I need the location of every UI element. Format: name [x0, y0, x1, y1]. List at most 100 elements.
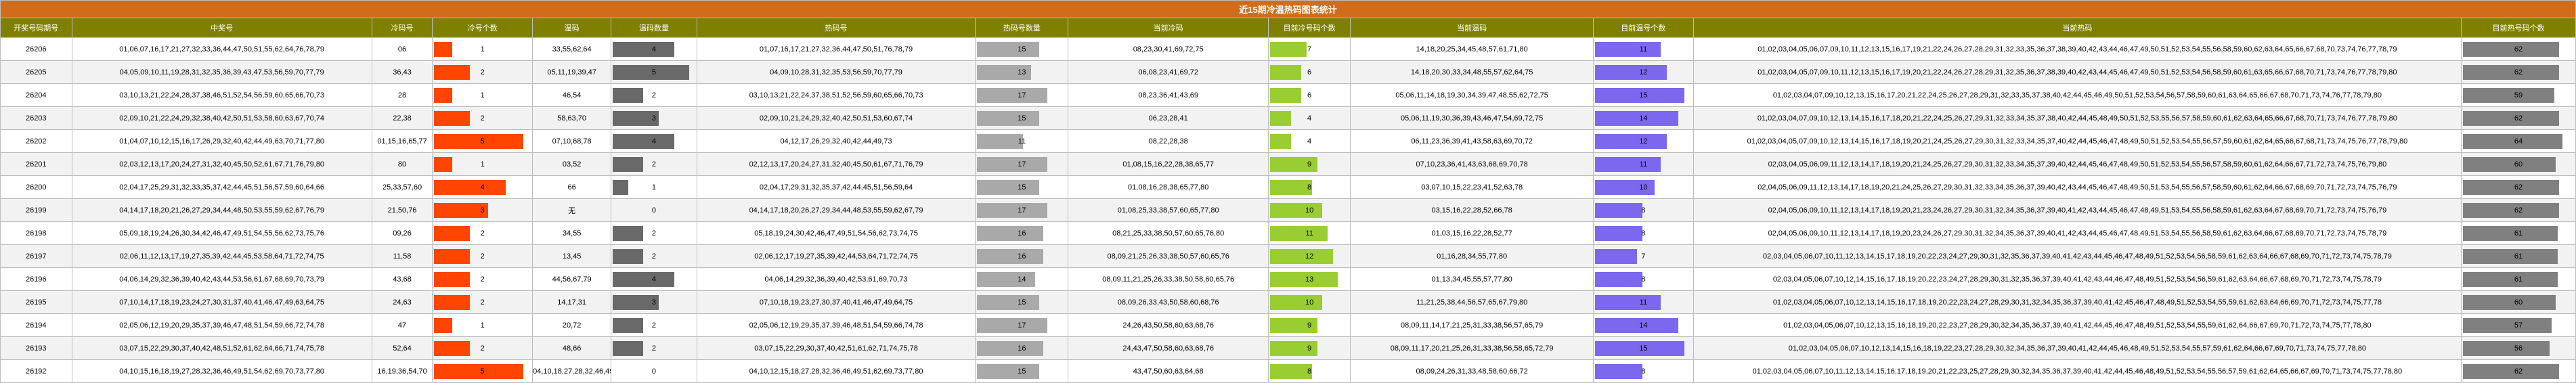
count-bar — [1269, 110, 1291, 126]
cell-cur-cold-n: 9 — [1267, 336, 1351, 360]
cell-warm: 04,10,18,27,28,32,46,49,51,62,69,73,77,8… — [532, 359, 612, 383]
column-header: 热码号 — [696, 18, 976, 38]
cell-cur-hot: 02,03,04,05,06,07,10,11,12,13,14,15,17,1… — [1693, 244, 2462, 268]
count-bar — [977, 248, 1044, 264]
cell-issue: 26198 — [0, 221, 72, 245]
cell-hot-n: 15 — [975, 359, 1069, 383]
count-bar — [434, 179, 506, 195]
cell-warm-n: 0 — [611, 359, 697, 383]
count-value: 62 — [2514, 114, 2523, 122]
count-bar — [2463, 363, 2560, 379]
count-bar — [2463, 202, 2560, 218]
count-bar — [613, 248, 644, 264]
table-row: 26205 04,05,09,10,11,19,28,31,32,35,36,39… — [0, 60, 2576, 84]
cell-warm-n: 2 — [611, 83, 697, 107]
cell-warm: 03,52 — [532, 152, 612, 176]
count-bar — [1595, 340, 1685, 356]
cell-cold: 11,58 — [371, 244, 433, 268]
count-bar — [2463, 248, 2558, 264]
count-value: 10 — [1305, 298, 1314, 307]
count-bar — [1595, 225, 1643, 241]
cell-cur-warm-n: 8 — [1593, 359, 1694, 383]
cell-hot-n: 16 — [975, 336, 1069, 360]
count-value: 1 — [480, 91, 485, 99]
count-bar — [977, 294, 1040, 310]
table-row: 26196 04,06,14,29,32,36,39,40,42,43,44,53… — [0, 267, 2576, 291]
table-row: 26200 02,04,17,25,29,31,32,33,35,37,42,44… — [0, 175, 2576, 199]
cell-cur-warm-n: 14 — [1593, 106, 1694, 130]
cell-cur-warm-n: 15 — [1593, 83, 1694, 107]
cell-hot: 01,07,16,17,21,27,32,36,44,47,50,51,76,7… — [696, 37, 976, 61]
count-value: 64 — [2514, 137, 2523, 145]
table-row: 26202 01,04,07,10,12,15,16,17,26,29,32,40… — [0, 129, 2576, 153]
cell-win: 07,10,14,17,18,19,23,24,27,30,31,37,40,4… — [71, 290, 372, 314]
table-row: 26206 01,06,07,16,17,21,27,32,33,36,44,47… — [0, 37, 2576, 61]
count-bar — [1595, 64, 1667, 80]
cell-cur-hot-n: 57 — [2461, 313, 2576, 337]
cell-warm-n: 4 — [611, 37, 697, 61]
cell-warm: 34,55 — [532, 221, 612, 245]
cell-cur-cold-n: 4 — [1267, 129, 1351, 153]
cell-cold: 80 — [371, 152, 433, 176]
count-bar — [613, 340, 644, 356]
count-bar — [1269, 248, 1333, 264]
cell-win: 04,14,17,18,20,21,26,27,29,34,44,48,50,5… — [71, 198, 372, 222]
count-value: 2 — [651, 229, 657, 238]
cell-cur-warm-n: 8 — [1593, 198, 1694, 222]
cell-hot: 02,05,06,12,19,29,35,37,39,46,48,51,54,5… — [696, 313, 976, 337]
cell-cold: 43,68 — [371, 267, 433, 291]
count-value: 8 — [1641, 206, 1646, 215]
cell-hot-n: 17 — [975, 83, 1069, 107]
cell-win: 04,06,14,29,32,36,39,40,42,43,44,53,56,6… — [71, 267, 372, 291]
count-value: 4 — [651, 137, 657, 145]
cell-cur-warm-n: 10 — [1593, 175, 1694, 199]
count-value: 15 — [1018, 45, 1026, 53]
count-bar — [1595, 248, 1637, 264]
count-value: 1 — [480, 321, 485, 330]
count-value: 4 — [651, 275, 657, 284]
cell-cur-hot: 02,04,05,06,09,10,11,12,13,14,17,18,19,2… — [1693, 221, 2462, 245]
count-bar — [613, 41, 674, 57]
cell-cold-n: 1 — [432, 83, 533, 107]
column-header: 冷号个数 — [432, 18, 533, 38]
count-value: 11 — [1639, 45, 1648, 53]
count-value: 8 — [1641, 229, 1646, 238]
cell-win: 03,07,15,22,29,30,37,40,42,48,51,52,61,6… — [71, 336, 372, 360]
count-value: 1 — [480, 45, 485, 53]
count-value: 9 — [1307, 344, 1312, 353]
cell-hot-n: 14 — [975, 267, 1069, 291]
cell-cur-hot: 02,04,05,06,09,10,11,12,13,14,17,18,19,2… — [1693, 198, 2462, 222]
cell-cold: 06 — [371, 37, 433, 61]
count-value: 2 — [651, 160, 657, 168]
cell-cur-warm: 07,10,23,36,41,43,63,68,69,70,78 — [1350, 152, 1594, 176]
count-bar — [1269, 225, 1328, 241]
cell-win: 02,09,10,21,22,24,29,32,38,40,42,50,51,5… — [71, 106, 372, 130]
column-header: 中奖号 — [71, 18, 372, 38]
count-bar — [1269, 64, 1302, 80]
cell-cur-hot: 01,02,03,04,05,06,07,09,10,11,12,13,15,1… — [1693, 37, 2462, 61]
count-value: 61 — [2514, 252, 2523, 261]
cell-cur-warm: 14,18,20,30,33,34,48,55,57,62,64,75 — [1350, 60, 1594, 84]
cell-win: 05,09,18,19,24,26,30,34,42,46,47,49,51,5… — [71, 221, 372, 245]
cell-hot-n: 16 — [975, 221, 1069, 245]
count-value: 62 — [2514, 206, 2523, 215]
count-bar — [1595, 363, 1643, 379]
count-bar — [613, 156, 644, 172]
count-value: 2 — [480, 275, 485, 284]
cell-warm-n: 3 — [611, 106, 697, 130]
cell-cur-cold: 24,26,43,50,58,60,63,68,76 — [1068, 313, 1269, 337]
count-bar — [1595, 133, 1667, 149]
count-bar — [1269, 41, 1307, 57]
column-header: 当前冷码 — [1068, 18, 1269, 38]
cell-cur-warm: 03,15,16,22,28,52,66,78 — [1350, 198, 1594, 222]
count-value: 11 — [1639, 298, 1648, 307]
cell-cold: 01,15,16,65,77 — [371, 129, 433, 153]
cell-cold-n: 2 — [432, 60, 533, 84]
count-value: 2 — [480, 68, 485, 76]
cell-hot: 04,14,17,18,20,26,27,29,34,44,48,53,55,5… — [696, 198, 976, 222]
cell-cur-warm: 01,16,28,34,55,77,80 — [1350, 244, 1594, 268]
cell-hot-n: 11 — [975, 129, 1069, 153]
count-bar — [2463, 110, 2560, 126]
cell-issue: 26204 — [0, 83, 72, 107]
cell-cold-n: 1 — [432, 313, 533, 337]
